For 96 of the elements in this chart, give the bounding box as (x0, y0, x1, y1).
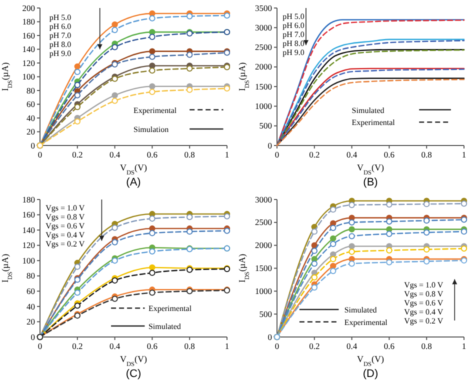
x-tick-label: 0.6 (146, 341, 158, 351)
y-tick-label: 500 (259, 120, 272, 131)
y-tick-label: 140 (22, 44, 35, 54)
x-tick-label: 1 (224, 150, 230, 160)
y-tick-label: 20 (26, 316, 35, 327)
x-tick-label: 0.2 (309, 341, 320, 351)
x-tick-label: 1 (462, 341, 466, 351)
text: (A) (126, 176, 141, 188)
y-tick-label: 0 (30, 332, 35, 342)
y-tick-label: 80 (26, 85, 35, 96)
y-tick-label: 1500 (255, 81, 272, 92)
x-axis-title: V$_{DS}$(V) (356, 162, 384, 176)
annotation: Vgs = 0.4 V (46, 230, 85, 240)
annotation: pH 8.0 (282, 38, 304, 48)
x-tick-label: 0.4 (109, 150, 121, 160)
y-tick-label: 2000 (255, 62, 272, 72)
x-tick-label: 1 (462, 150, 466, 160)
x-tick-label: 0.2 (309, 150, 320, 160)
annotation: pH 9.0 (49, 49, 72, 58)
annotation: Simulation (134, 125, 169, 134)
y-tick-label: 40 (26, 112, 35, 123)
y-tick-label: 2500 (255, 42, 272, 52)
y-tick-label: 20 (26, 126, 35, 137)
annotation: Experimental (352, 118, 396, 128)
y-tick-label: 120 (22, 58, 35, 68)
x-tick-label: 0.6 (146, 150, 158, 160)
y-tick-label: 60 (26, 99, 35, 110)
x-tick-label: 0.6 (384, 150, 395, 160)
annotation: pH 8.0 (49, 40, 72, 50)
annotation: pH 5.0 (282, 12, 304, 21)
annotation: Simulated (344, 306, 377, 314)
annotation: Vgs = 0.8 V (404, 289, 444, 298)
x-tick-label: 1 (224, 341, 230, 351)
y-tick-label: 500 (259, 308, 272, 319)
y-tick-label: 80 (26, 270, 35, 281)
y-tick-label: 120 (22, 240, 35, 250)
x-tick-label: 0.6 (384, 341, 395, 351)
x-axis-title: V$_{DS}$(V) (356, 354, 384, 368)
x-tick-label: 0 (38, 150, 42, 160)
x-tick-label: 0.8 (184, 341, 195, 351)
y-tick-label: 60 (26, 286, 35, 296)
x-tick-label: 0.4 (346, 150, 358, 160)
y-tick-label: 2500 (255, 217, 272, 228)
annotation: Vgs = 0.4 V (404, 307, 444, 316)
y-tick-label: 160 (22, 30, 35, 40)
y-tick-label: 0 (30, 140, 35, 150)
annotation: Vgs = 0.6 V (46, 221, 85, 230)
x-tick-label: 0.2 (72, 341, 83, 351)
annotation: Vgs = 0.6 V (404, 298, 444, 308)
x-tick-label: 0.8 (421, 341, 432, 351)
x-tick-label: 0.4 (109, 341, 121, 351)
y-tick-label: 40 (26, 301, 35, 312)
x-tick-label: 0 (274, 150, 280, 160)
annotation: pH 6.0 (282, 20, 304, 30)
y-tick-label: 2000 (255, 240, 272, 250)
y-tick-label: 100 (22, 255, 35, 266)
x-tick-label: 0.8 (421, 150, 432, 160)
annotation: Vgs = 0.2 V (404, 316, 444, 326)
text: (B) (363, 176, 378, 188)
y-tick-label: 200 (22, 2, 35, 13)
annotation: pH 9.0 (282, 48, 304, 57)
y-tick-label: 160 (22, 210, 35, 220)
y-tick-label: 3500 (255, 2, 272, 13)
annotation: pH 7.0 (49, 31, 72, 40)
y-tick-label: 1000 (255, 101, 272, 112)
y-tick-label: 3000 (255, 194, 272, 204)
y-tick-label: 0 (268, 140, 272, 150)
annotation: Experimental (344, 318, 388, 327)
x-tick-label: 0 (38, 341, 42, 351)
annotation: pH 7.0 (282, 30, 304, 39)
x-tick-label: 0 (274, 341, 280, 351)
annotation: pH 6.0 (49, 22, 72, 32)
y-tick-label: 3000 (255, 22, 272, 32)
annotation: Vgs = 0.2 V (46, 239, 85, 248)
x-tick-label: 0.4 (346, 341, 358, 351)
y-tick-label: 0 (268, 332, 272, 342)
annotation: Experimental (134, 106, 178, 115)
annotation: Vgs = 1.0 V (404, 280, 444, 290)
annotation: Vgs = 0.8 V (46, 212, 85, 222)
annotation: pH 5.0 (49, 13, 72, 22)
x-tick-label: 0.2 (72, 150, 83, 160)
y-tick-label: 180 (22, 194, 35, 204)
y-tick-label: 100 (22, 72, 35, 82)
annotation: Vgs = 1.0 V (46, 203, 85, 212)
text: (D) (362, 368, 378, 380)
y-tick-label: 1000 (255, 286, 272, 296)
y-tick-label: 180 (22, 16, 35, 27)
text: (C) (126, 368, 142, 380)
y-tick-label: 140 (22, 224, 35, 235)
annotation: Simulated (148, 322, 181, 331)
y-tick-label: 1500 (255, 263, 272, 274)
x-tick-label: 0.8 (184, 150, 195, 160)
annotation: Simulated (352, 106, 384, 115)
x-axis-title: V$_{DS}$(V) (120, 162, 148, 176)
annotation: Experimental (148, 304, 192, 314)
x-axis-title: V$_{DS}$(V) (120, 354, 148, 368)
